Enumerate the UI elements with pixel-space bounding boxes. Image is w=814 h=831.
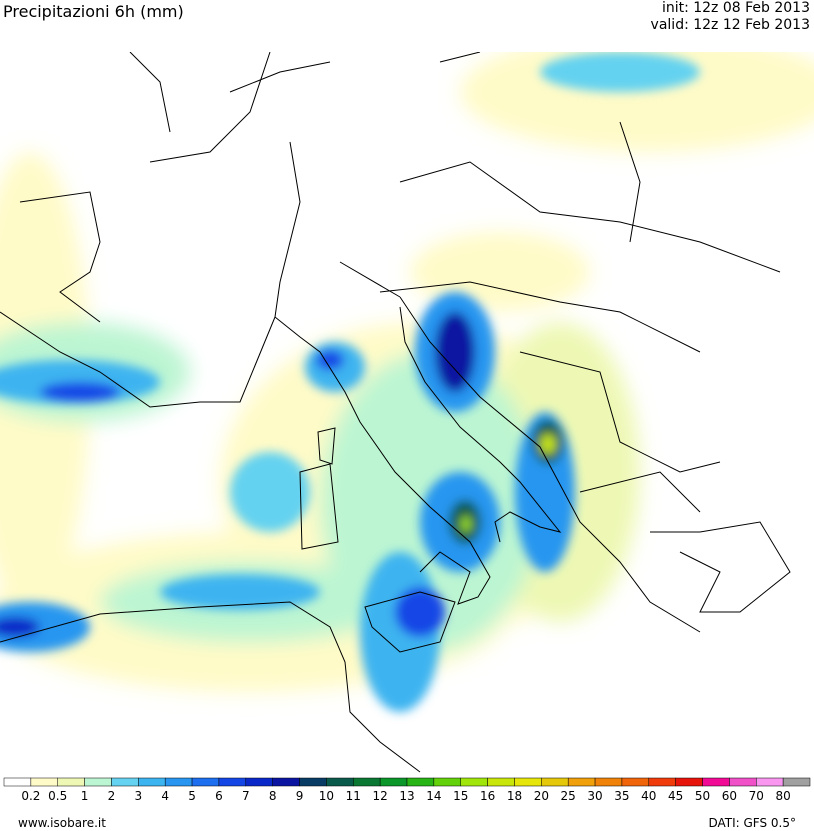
legend-label: 12 xyxy=(372,789,387,803)
legend-label: 20 xyxy=(534,789,549,803)
legend-swatch xyxy=(353,777,381,787)
legend-label: 13 xyxy=(399,789,414,803)
legend-label: 2 xyxy=(108,789,116,803)
legend-swatch xyxy=(379,777,408,787)
legend-label: 50 xyxy=(695,789,710,803)
init-time: init: 12z 08 Feb 2013 xyxy=(661,0,810,16)
legend-label: 18 xyxy=(507,789,522,803)
precip-light xyxy=(0,52,814,692)
legend-swatch xyxy=(648,777,676,787)
legend-swatch xyxy=(594,777,623,787)
legend-label: 4 xyxy=(161,789,169,803)
legend-label: 0.2 xyxy=(21,789,40,803)
legend-swatch xyxy=(729,777,757,787)
legend-swatch xyxy=(541,777,569,787)
legend-swatch xyxy=(218,777,247,787)
legend-label: 9 xyxy=(296,789,304,803)
legend: 0.2 0.5 1 2 3 4 5 6 7 8 9 10 11 12 13 14 15 16 18 20 25 30 35 4… xyxy=(3,777,811,803)
legend-swatch xyxy=(514,777,542,787)
legend-label: 45 xyxy=(668,789,683,803)
legend-label: 1 xyxy=(81,789,89,803)
legend-label: 3 xyxy=(135,789,143,803)
data-source: DATI: GFS 0.5° xyxy=(708,816,796,830)
legend-label: 25 xyxy=(561,789,576,803)
legend-label: 70 xyxy=(749,789,764,803)
legend-swatch xyxy=(460,777,488,787)
legend-swatch xyxy=(487,777,515,787)
legend-swatch xyxy=(138,777,166,787)
legend-label: 15 xyxy=(453,789,468,803)
legend-label: 16 xyxy=(480,789,495,803)
legend-label: 6 xyxy=(215,789,223,803)
precip-heavy xyxy=(0,52,700,712)
legend-swatch xyxy=(621,777,650,787)
legend-label: 14 xyxy=(426,789,441,803)
legend-swatch xyxy=(433,777,461,787)
legend-swatch xyxy=(111,777,139,787)
legend-swatch xyxy=(702,777,730,787)
legend-label: 8 xyxy=(269,789,277,803)
legend-swatch xyxy=(272,777,300,787)
legend-swatch xyxy=(326,777,354,787)
legend-swatch xyxy=(756,777,784,787)
coastlines xyxy=(0,52,791,773)
legend-swatch xyxy=(84,777,112,787)
legend-label: 60 xyxy=(722,789,737,803)
legend-label: 11 xyxy=(346,789,361,803)
legend-swatch xyxy=(191,777,220,787)
legend-label: 7 xyxy=(242,789,250,803)
legend-label: 30 xyxy=(587,789,602,803)
legend-swatch xyxy=(164,777,193,787)
legend-label: 40 xyxy=(641,789,656,803)
legend-swatch xyxy=(299,777,327,787)
legend-label: 35 xyxy=(614,789,629,803)
site-credit: www.isobare.it xyxy=(18,816,106,830)
legend-label: 0.5 xyxy=(48,789,67,803)
legend-swatch xyxy=(3,777,32,787)
legend-label: 80 xyxy=(775,789,790,803)
legend-swatch xyxy=(782,777,811,787)
legend-swatch xyxy=(245,777,273,787)
legend-swatch xyxy=(57,777,85,787)
legend-swatch xyxy=(406,777,435,787)
legend-swatch xyxy=(675,777,703,787)
legend-label: 5 xyxy=(188,789,196,803)
map-title: Precipitazioni 6h (mm) xyxy=(3,2,184,21)
legend-swatch xyxy=(30,777,58,787)
valid-time: valid: 12z 12 Feb 2013 xyxy=(650,17,810,33)
legend-label: 10 xyxy=(319,789,334,803)
legend-swatch xyxy=(567,777,596,787)
map xyxy=(0,52,814,776)
